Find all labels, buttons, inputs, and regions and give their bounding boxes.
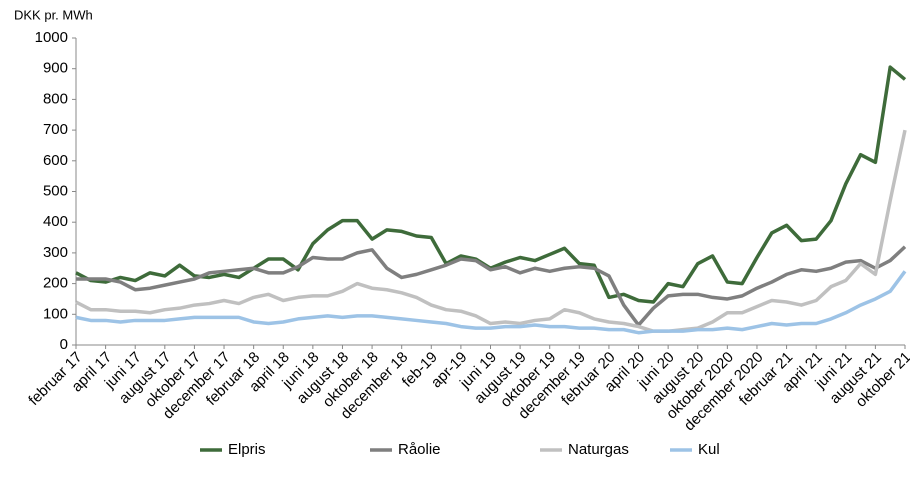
y-tick-label: 500: [43, 182, 68, 199]
y-tick-label: 800: [43, 90, 68, 107]
legend-label: Elpris: [228, 441, 266, 458]
y-axis-label: DKK pr. MWh: [14, 7, 93, 22]
y-tick-label: 300: [43, 244, 68, 261]
legend-label: Råolie: [398, 441, 441, 458]
y-tick-label: 100: [43, 305, 68, 322]
series-line: [75, 270, 907, 335]
series-line: [76, 245, 907, 327]
series-line: [75, 65, 907, 304]
y-tick-label: 400: [43, 213, 68, 230]
y-tick-label: 700: [43, 121, 68, 138]
y-tick-label: 900: [43, 60, 68, 77]
series-line: [75, 129, 907, 333]
legend-label: Naturgas: [568, 441, 629, 458]
legend-label: Kul: [698, 441, 720, 458]
y-tick-label: 600: [43, 152, 68, 169]
y-tick-label: 200: [43, 275, 68, 292]
y-tick-label: 0: [60, 336, 68, 353]
y-tick-label: 1000: [35, 29, 68, 46]
